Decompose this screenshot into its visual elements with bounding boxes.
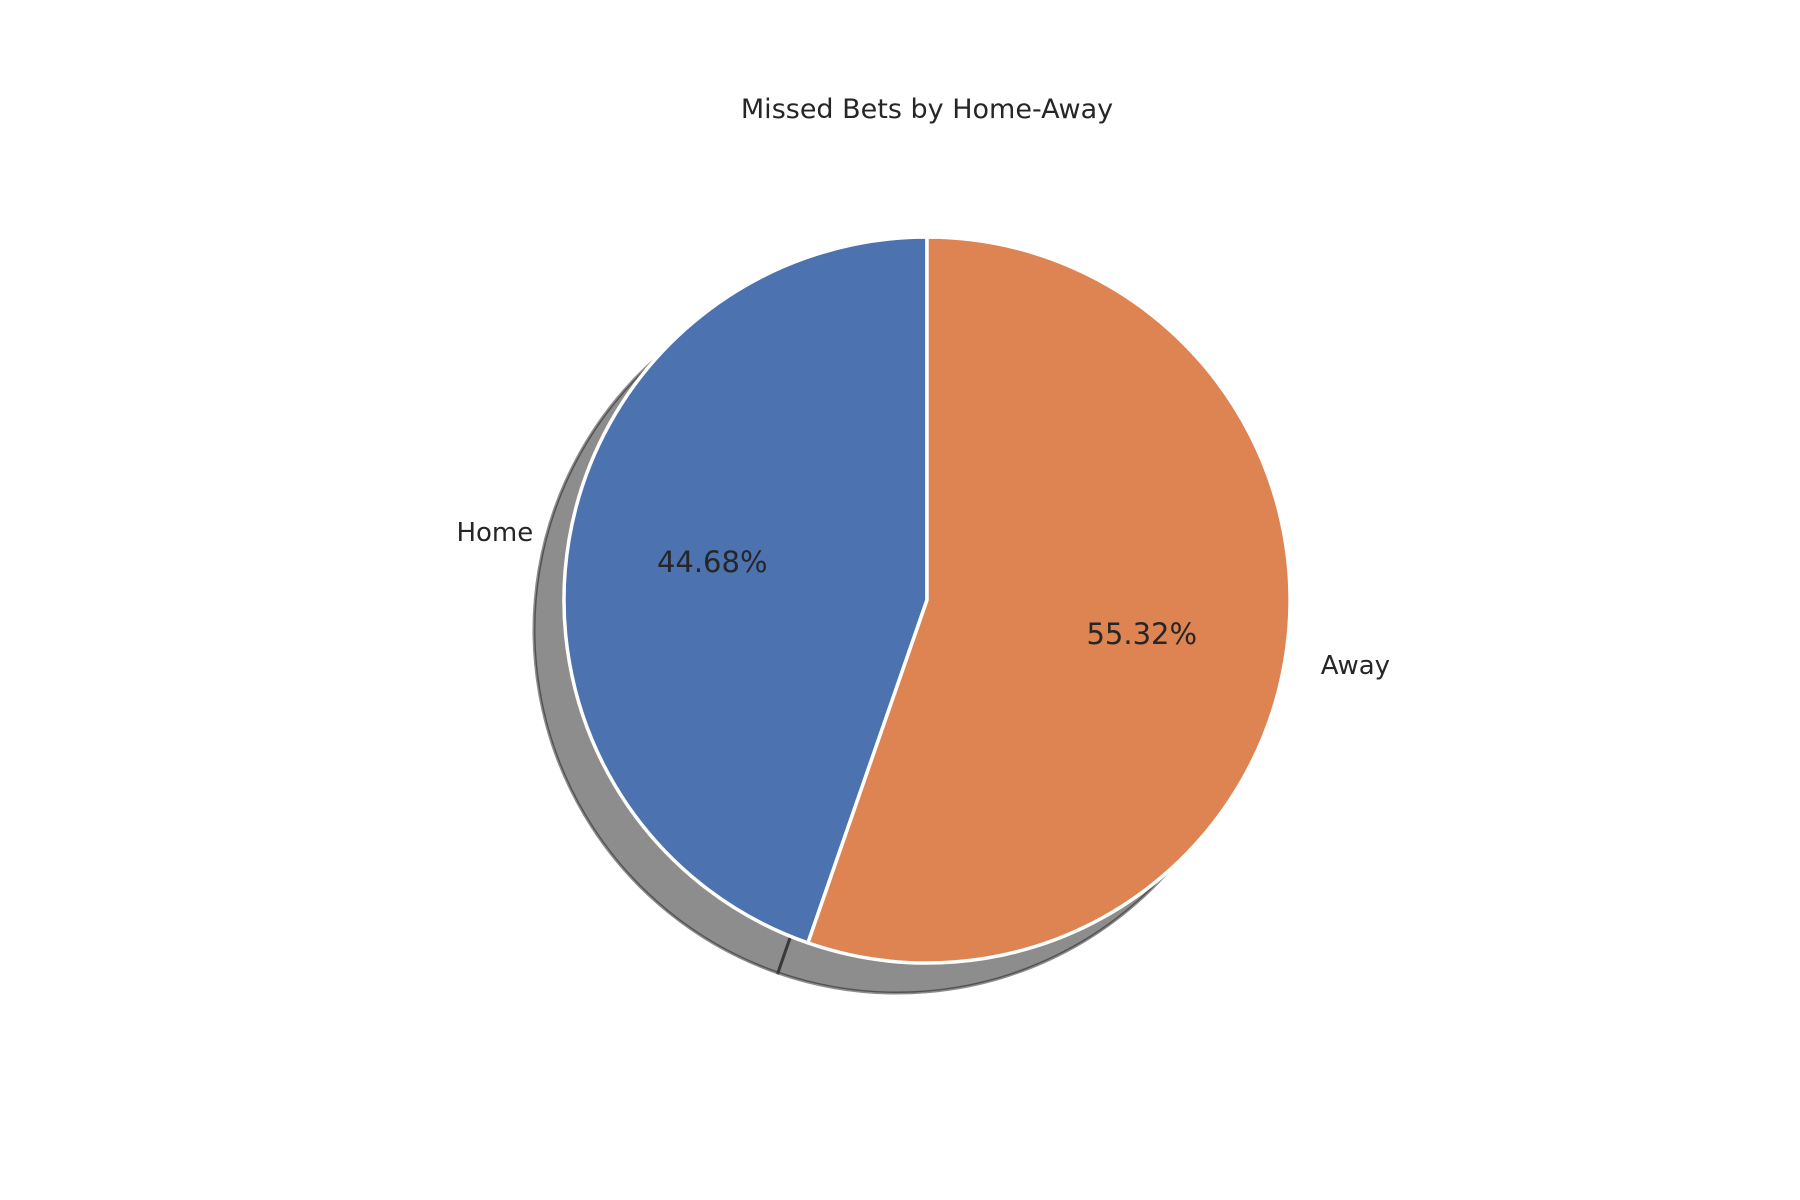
pie-slice-away — [806, 235, 1292, 965]
slice-label-home: Home — [456, 518, 533, 548]
chart-title: Missed Bets by Home-Away — [741, 94, 1113, 125]
slice-label-away: Away — [1321, 651, 1390, 681]
pct-label-home: 44.68% — [657, 545, 768, 579]
pct-label-away: 55.32% — [1086, 617, 1197, 651]
pie-slices — [562, 235, 1292, 965]
pie-slice-home — [562, 235, 929, 945]
pie-labels: Home 44.68% Away 55.32% — [456, 518, 1390, 681]
